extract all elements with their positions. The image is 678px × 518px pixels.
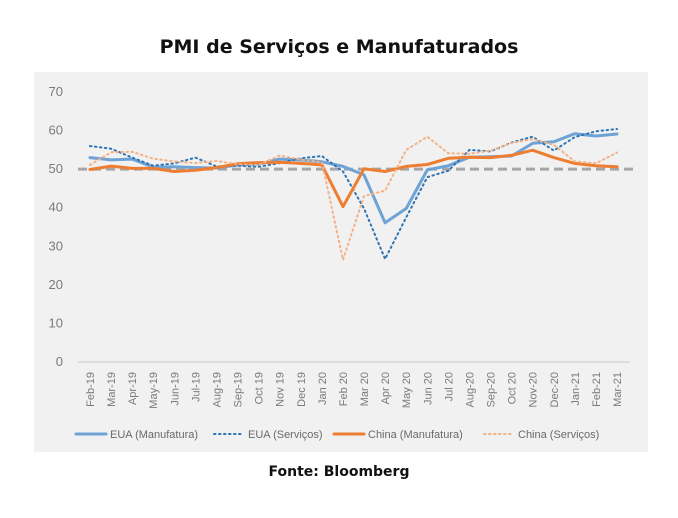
series-line-0 — [88, 132, 619, 225]
y-tick-label: 70 — [49, 84, 63, 99]
x-tick-label: Sep-19 — [233, 372, 245, 407]
x-tick-label: Oct 19 — [254, 372, 266, 404]
x-tick-label: Mar 20 — [359, 372, 371, 406]
legend-label-1: EUA (Serviços) — [248, 429, 323, 441]
y-tick-label: 40 — [49, 200, 63, 215]
x-tick-label: Apr-19 — [127, 372, 139, 405]
legend-label-0: EUA (Manufatura) — [110, 429, 198, 441]
x-tick-label: Jul 20 — [443, 372, 455, 401]
x-tick-label: Mar-21 — [612, 372, 624, 407]
x-tick-label: Dec-20 — [549, 372, 561, 407]
x-tick-label: Sep-20 — [486, 372, 498, 407]
x-tick-label: Aug-20 — [464, 372, 476, 407]
x-tick-label: Apr 20 — [380, 372, 392, 404]
x-tick-label: Jan 20 — [317, 372, 329, 405]
y-tick-label: 0 — [56, 354, 63, 369]
line-chart: 0 10 20 30 40 50 60 70 Feb-19 Mar-19 Apr-19 May-19 J… — [49, 84, 636, 441]
y-tick-label: 20 — [49, 277, 63, 292]
x-tick-label: Nov 19 — [275, 372, 287, 407]
legend-label-2: China (Manufatura) — [368, 429, 463, 441]
x-tick-label: Feb-19 — [85, 372, 97, 407]
series-line-2 — [88, 148, 619, 209]
x-tick-label: Aug-19 — [211, 372, 223, 407]
x-tick-label: Mar-19 — [106, 372, 118, 407]
x-tick-label: Feb 20 — [338, 372, 350, 406]
x-tick-label: Jul-19 — [190, 372, 202, 402]
x-tick-label: Feb-21 — [591, 372, 603, 407]
y-tick-label: 50 — [49, 161, 63, 176]
x-tick-label: Oct 20 — [507, 372, 519, 404]
series-line-3 — [89, 135, 618, 261]
plot-panel — [34, 72, 648, 452]
chart-title: PMI de Serviços e Manufaturados — [159, 36, 519, 58]
x-tick-label: May-19 — [148, 372, 160, 409]
x-tick-label: Nov-20 — [528, 372, 540, 407]
x-tick-label: Jun-19 — [169, 372, 181, 406]
x-tick-label: Jan-21 — [570, 372, 582, 406]
series-line-1 — [89, 128, 618, 260]
legend-label-3: China (Serviços) — [518, 429, 599, 441]
x-tick-label: May 20 — [401, 372, 413, 408]
x-tick-label: Jun 20 — [422, 372, 434, 405]
y-tick-label: 10 — [49, 315, 63, 330]
y-tick-label: 30 — [49, 238, 63, 253]
y-tick-label: 60 — [49, 123, 63, 138]
source-note: Fonte: Bloomberg — [268, 464, 410, 480]
x-tick-label: Dec 19 — [296, 372, 308, 407]
